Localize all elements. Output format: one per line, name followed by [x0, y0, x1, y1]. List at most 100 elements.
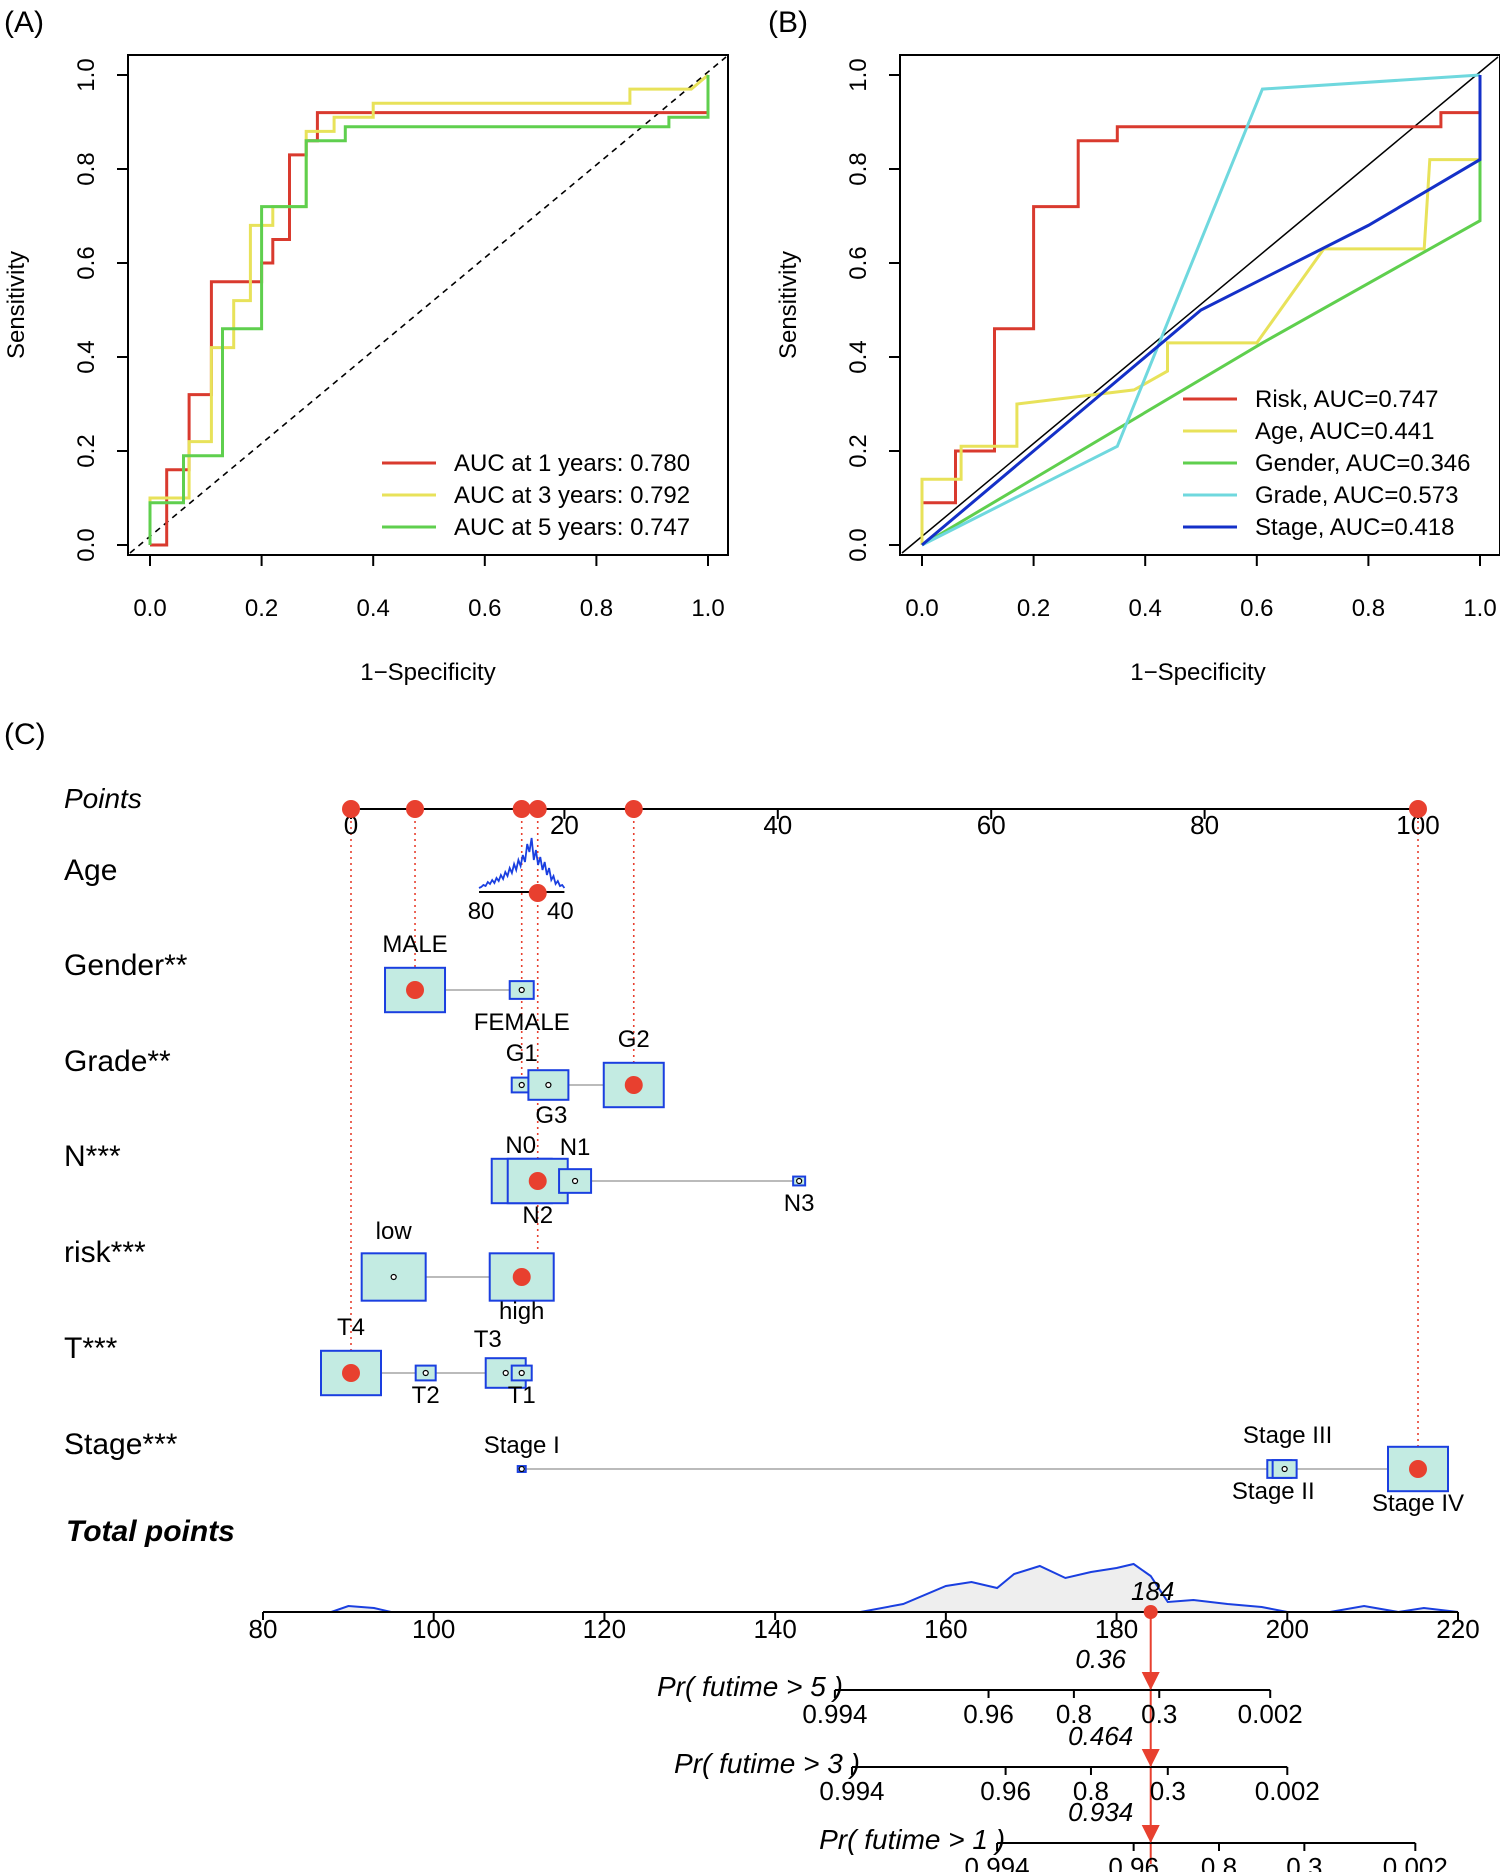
probability-tick-label: 0.994	[965, 1852, 1030, 1872]
row-label: N***	[64, 1140, 121, 1173]
probability-tick-label: 0.8	[1201, 1852, 1237, 1872]
level-label: Stage I	[484, 1432, 560, 1459]
level-dot	[518, 986, 525, 994]
probability-tick-label: 0.002	[1383, 1852, 1448, 1872]
legend-label: Risk, AUC=0.747	[1255, 386, 1438, 413]
probability-label: Pr( futime > 1 )	[819, 1824, 1005, 1855]
level-box	[384, 966, 447, 1014]
legend-label: Stage, AUC=0.418	[1255, 514, 1454, 541]
level-dot	[390, 1273, 397, 1281]
row-label: Gender**	[64, 949, 188, 982]
y-tick-label: 0.4	[845, 340, 872, 373]
y-tick-label: 1.0	[845, 58, 872, 91]
total-value-label: 184	[1131, 1576, 1174, 1606]
panel-label-b: (B)	[768, 6, 808, 39]
selected-point-marker	[624, 800, 643, 818]
legend-label: Age, AUC=0.441	[1255, 418, 1434, 445]
level-dot	[518, 1081, 525, 1089]
panel-label-c: (C)	[4, 718, 46, 751]
probability-label: Pr( futime > 5 )	[657, 1671, 843, 1702]
probability-tick-label: 0.3	[1150, 1776, 1186, 1806]
level-label: T1	[508, 1382, 536, 1409]
level-dot	[571, 1177, 579, 1185]
roc-curve-5	[921, 75, 1482, 547]
x-tick-label: 1.0	[1463, 595, 1496, 622]
x-tick-label: 0.2	[1017, 595, 1050, 622]
y-tick-label: 0.6	[73, 246, 100, 279]
selected-point-marker	[406, 981, 425, 999]
y-tick-label: 0.0	[73, 528, 100, 561]
y-axis: 0.0 0.2 0.4 0.6 0.8 1.0	[73, 58, 128, 562]
level-label: Stage II	[1232, 1478, 1315, 1505]
reference-diagonal	[901, 56, 1499, 554]
probability-axes: 0.994 0.96 0.8 0.3 0.002 Pr( futime > 5 ) 0.36…	[657, 1644, 1448, 1872]
roc-time-panel: 0.0 0.2 0.4 0.6 0.8 1.0 0.0 0.2 0.4 0.6 0.8 1.0 1−…	[3, 54, 729, 686]
level-label: low	[376, 1218, 413, 1245]
level-label: N1	[560, 1134, 591, 1161]
level-label: high	[499, 1298, 544, 1325]
probability-tick-label: 0.994	[802, 1699, 867, 1729]
legend-label: AUC at 3 years: 0.792	[454, 482, 690, 509]
legend: AUC at 1 years: 0.780 AUC at 3 years: 0.7…	[382, 450, 690, 541]
points-tick-label: 60	[977, 810, 1006, 840]
total-tick-label: 200	[1266, 1614, 1309, 1644]
level-label: Stage III	[1243, 1422, 1332, 1449]
x-tick-label: 0.8	[580, 595, 613, 622]
level-label: FEMALE	[474, 1009, 570, 1036]
age-max-label: 40	[547, 898, 574, 925]
probability-tick-label: 0.8	[1073, 1776, 1109, 1806]
probability-tick-label: 0.96	[963, 1699, 1014, 1729]
level-label: Stage IV	[1372, 1490, 1464, 1517]
total-tick-label: 100	[412, 1614, 455, 1644]
selected-point-marker	[512, 800, 531, 818]
total-tick-label: 140	[753, 1614, 796, 1644]
level-dot	[796, 1177, 803, 1185]
roc-curve-2	[148, 73, 709, 545]
selected-point-marker	[528, 800, 547, 818]
selected-point-marker	[406, 800, 425, 818]
probability-tick-label: 0.96	[1108, 1852, 1159, 1872]
roc-clinical-panel: 0.0 0.2 0.4 0.6 0.8 1.0 0.0 0.2 0.4 0.6 0.8 1.0 1−…	[775, 54, 1500, 686]
selected-point-marker	[342, 1364, 360, 1382]
selected-point-marker	[528, 884, 547, 902]
x-axis: 0.0 0.2 0.4 0.6 0.8 1.0	[133, 555, 725, 622]
y-tick-label: 0.2	[845, 434, 872, 467]
selected-point-marker	[1409, 800, 1427, 818]
y-axis-label: Sensitivity	[3, 251, 30, 359]
total-tick-label: 120	[583, 1614, 626, 1644]
reference-line	[901, 56, 1499, 554]
x-tick-label: 0.0	[905, 595, 938, 622]
selected-point-marker	[512, 1268, 531, 1286]
y-tick-label: 0.6	[845, 246, 872, 279]
probability-arrow	[1141, 1749, 1160, 1767]
x-tick-label: 0.6	[1240, 595, 1273, 622]
total-tick-label: 80	[249, 1614, 278, 1644]
series-group	[148, 73, 710, 547]
variable-rows: Age 80 40 Gender** MALE FEMALE Grade** G1 G3 G2 N*…	[64, 837, 1464, 1517]
level-dot	[1281, 1465, 1288, 1473]
x-tick-label: 1.0	[691, 595, 724, 622]
x-axis-label: 1−Specificity	[360, 659, 495, 686]
level-label: N0	[505, 1132, 536, 1159]
level-label: N2	[522, 1202, 553, 1229]
level-label: G3	[535, 1102, 567, 1129]
level-label: G1	[506, 1040, 538, 1067]
level-label: T3	[474, 1326, 502, 1353]
legend: Risk, AUC=0.747 Age, AUC=0.441 Gender, AUC…	[1183, 386, 1470, 541]
x-tick-label: 0.4	[1129, 595, 1162, 622]
x-tick-label: 0.8	[1352, 595, 1385, 622]
level-dot	[422, 1369, 429, 1377]
row-label: T***	[64, 1332, 118, 1365]
probability-tick-label: 0.002	[1255, 1776, 1320, 1806]
y-axis-label: Sensitivity	[775, 251, 802, 359]
y-tick-label: 0.0	[845, 528, 872, 561]
points-tick-label: 0	[344, 810, 358, 840]
row-label: Age	[64, 854, 117, 887]
selected-point-marker	[528, 1172, 547, 1190]
probability-tick-label: 0.3	[1141, 1699, 1177, 1729]
series-group	[920, 73, 1482, 547]
roc-curve-3	[148, 75, 710, 545]
points-tick-label: 80	[1190, 810, 1219, 840]
